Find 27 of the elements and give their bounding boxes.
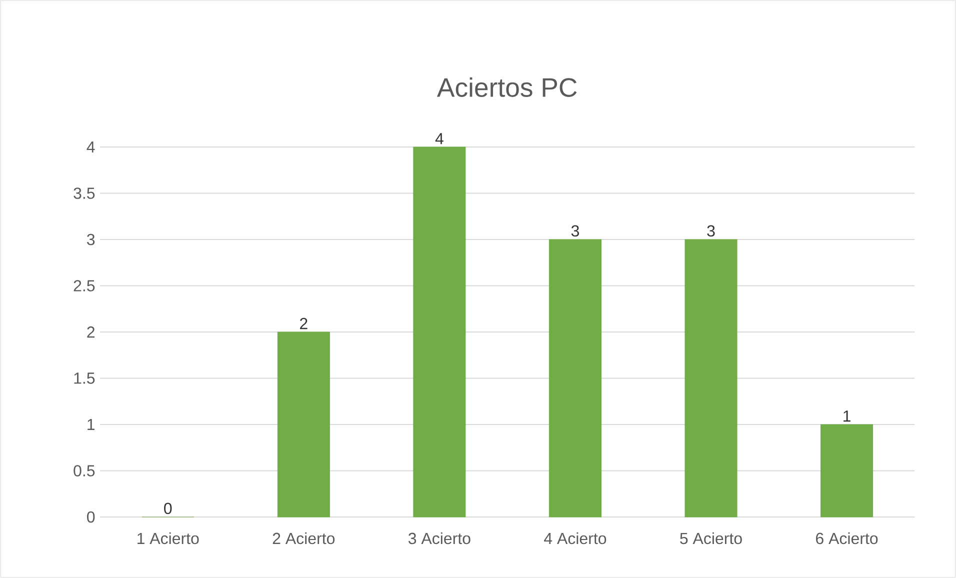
y-tick-label: 2: [87, 326, 94, 338]
bar: [548, 239, 602, 518]
y-tick-label: 3.5: [74, 188, 95, 199]
y-tick-label: 1.5: [74, 372, 95, 384]
data-label: 1: [844, 410, 850, 422]
bar: [277, 332, 330, 518]
x-tick-label: 6 Acierto: [816, 532, 878, 544]
x-tick-label: 3 Acierto: [408, 532, 470, 544]
bar: [684, 239, 738, 518]
data-label: 0: [164, 502, 172, 514]
data-label: 2: [300, 318, 308, 330]
y-tick-label: 3: [87, 234, 95, 246]
chart-title: Aciertos PC: [436, 77, 577, 97]
x-tick-label: 1 Acierto: [138, 532, 199, 544]
bar: [413, 146, 466, 518]
y-tick-label: 0: [87, 511, 95, 523]
x-tick-label: 5 Acierto: [680, 532, 742, 544]
data-label: 4: [435, 133, 444, 144]
data-label: 3: [707, 225, 715, 237]
y-tick-label: 1: [88, 419, 95, 430]
y-tick-label: 4: [86, 142, 95, 153]
x-tick-label: 4 Acierto: [544, 532, 606, 544]
y-tick-label: 2.5: [74, 280, 95, 292]
x-tick-label: 2 Acierto: [272, 532, 335, 544]
bar: [820, 424, 874, 518]
data-label: 3: [571, 225, 579, 237]
y-tick-label: 0.5: [74, 465, 95, 476]
